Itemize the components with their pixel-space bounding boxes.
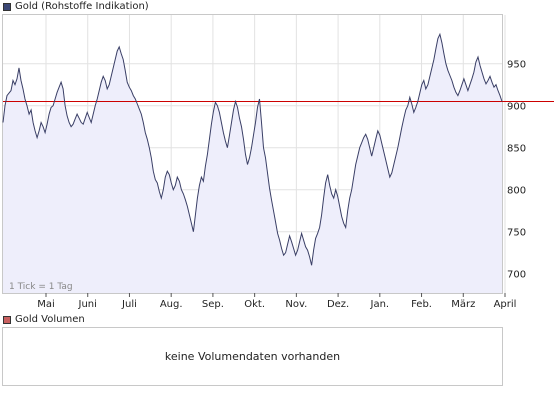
volume-panel: keine Volumendaten vorhanden (2, 327, 503, 386)
x-tick-label: Sep. (202, 299, 224, 310)
x-tick-label: Juni (78, 299, 97, 310)
price-chart: 950 900 850 800 750 700 Mai Juni Juli Aug. Sep. Ok… (2, 14, 554, 310)
tick-note: 1 Tick = 1 Tag (9, 282, 73, 292)
price-legend-label: Gold (Rohstoffe Indikation) (15, 1, 149, 12)
y-tick-label: 850 (507, 144, 526, 155)
price-area-fill (3, 34, 502, 294)
volume-empty-message: keine Volumendaten vorhanden (164, 350, 341, 363)
x-tick-label: März (451, 299, 475, 310)
x-tick-label: Jan. (370, 299, 390, 310)
price-legend: Gold (Rohstoffe Indikation) (3, 1, 149, 13)
y-tick-label: 950 (507, 60, 526, 71)
y-tick-label: 750 (507, 228, 526, 239)
y-tick-label: 700 (507, 270, 526, 281)
volume-legend-swatch (3, 316, 11, 324)
x-tick-label: Mai (37, 299, 55, 310)
x-tick-label: Feb. (411, 299, 432, 310)
volume-legend: Gold Volumen (3, 314, 85, 326)
x-tick-label: Juli (121, 299, 137, 310)
price-line (2, 32, 503, 266)
x-tick-label: Okt. (244, 299, 265, 310)
x-tick-label: Nov. (285, 299, 307, 310)
x-axis-ticks: Mai Juni Juli Aug. Sep. Okt. Nov. Dez. Jan. Feb. M… (37, 293, 516, 310)
x-tick-label: Dez. (327, 299, 349, 310)
volume-legend-label: Gold Volumen (15, 314, 85, 325)
x-tick-label: April (494, 299, 517, 310)
y-tick-label: 900 (507, 102, 526, 113)
y-tick-label: 800 (507, 186, 526, 197)
y-axis-ticks: 950 900 850 800 750 700 (507, 60, 526, 281)
x-tick-label: Aug. (160, 299, 183, 310)
price-legend-swatch (3, 3, 11, 11)
